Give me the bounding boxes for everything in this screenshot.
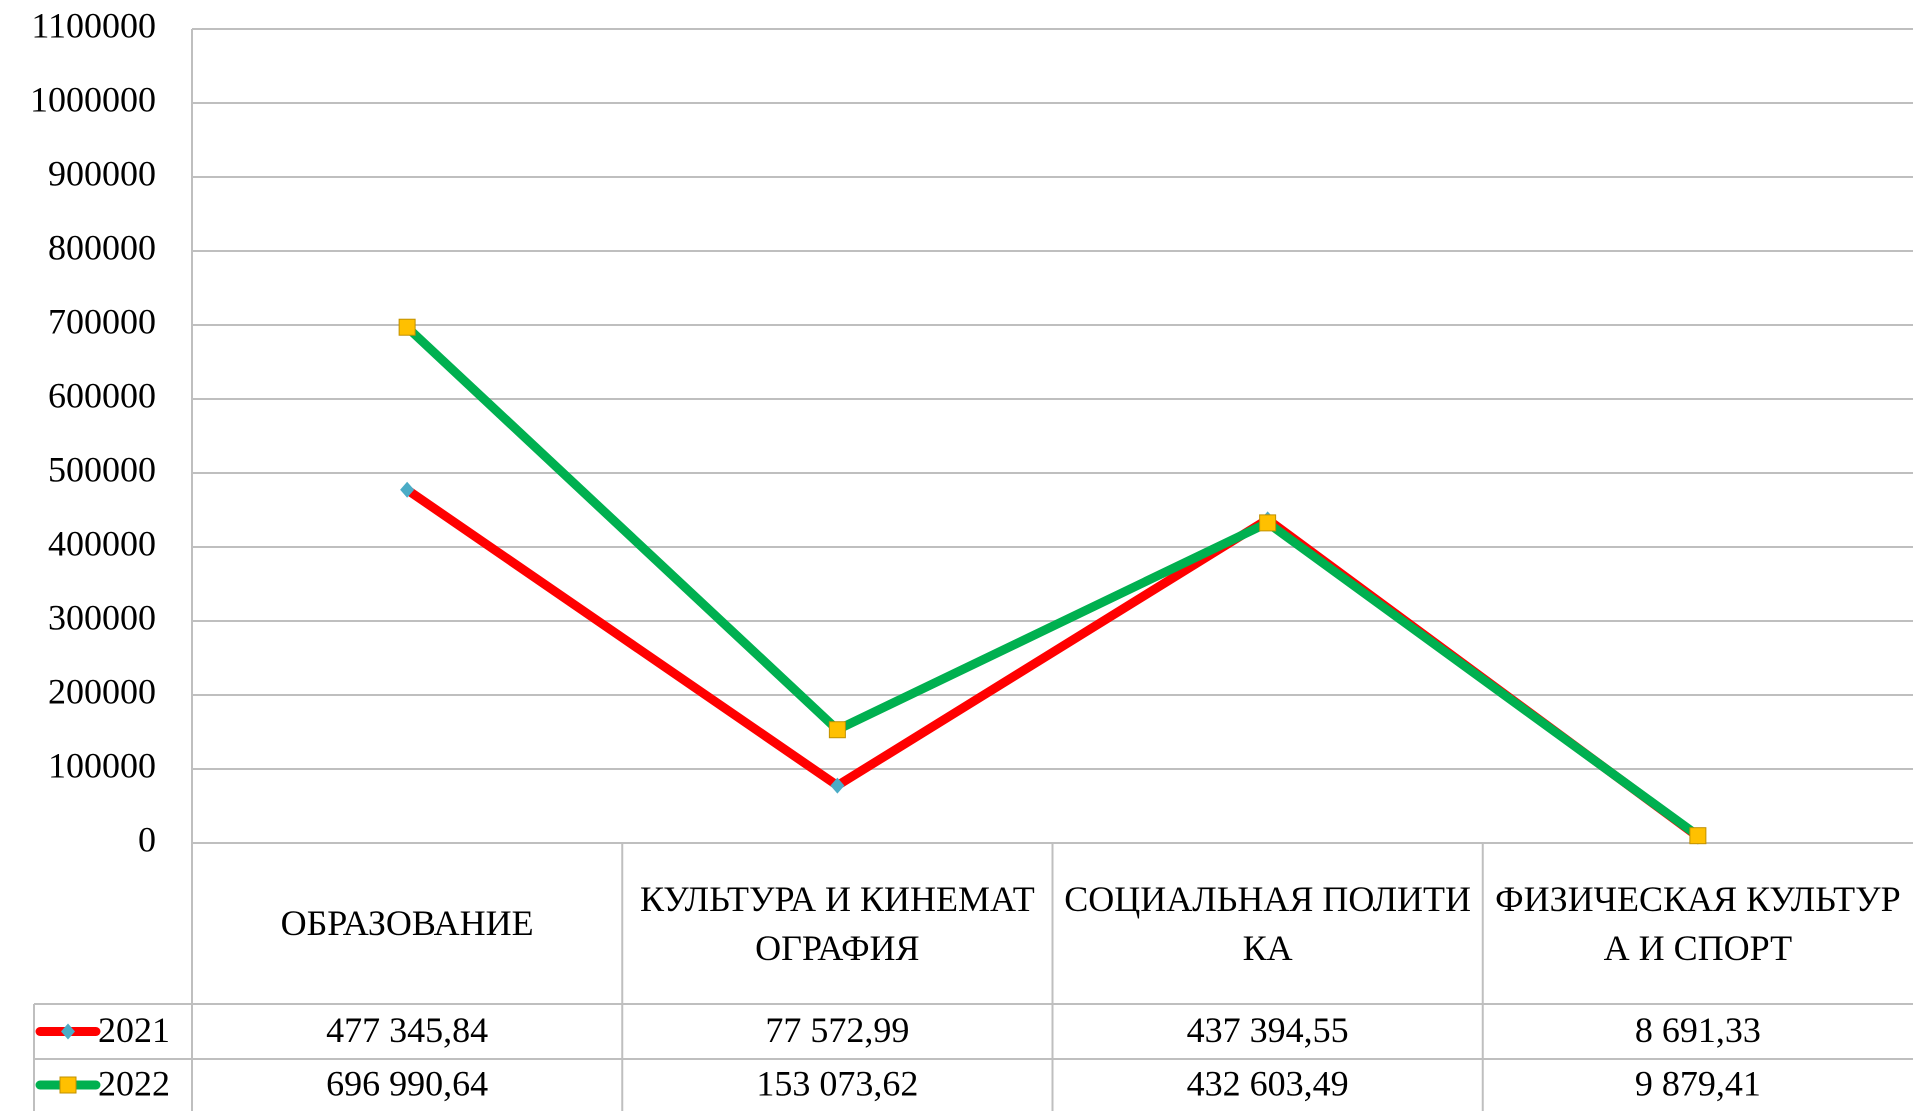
point: [828, 721, 846, 739]
series-line: [404, 323, 1701, 840]
point: [830, 777, 845, 794]
series-line: [404, 486, 1701, 841]
table-value: 432 603,49: [1187, 1063, 1349, 1103]
y-tick-label: 200000: [48, 671, 156, 711]
y-tick-label: 100000: [48, 745, 156, 785]
y-tick-label: 1000000: [30, 79, 156, 119]
point: [1259, 514, 1277, 532]
table-value: 77 572,99: [765, 1010, 909, 1050]
y-tick-label: 900000: [48, 153, 156, 193]
category-cell: КУЛЬТУРА И КИНЕМАТОГРАФИЯ: [639, 878, 1035, 968]
table-value: 477 345,84: [326, 1010, 488, 1050]
legend-label: 2021: [98, 1010, 170, 1050]
category-cell: СОЦИАЛЬНАЯ ПОЛИТИКА: [1064, 878, 1471, 968]
x-tick-label: ОБРАЗОВАНИЕ: [280, 903, 534, 943]
y-tick-label: 700000: [48, 301, 156, 341]
category-cell: ОБРАЗОВАНИЕ: [280, 903, 534, 943]
y-tick-label: 300000: [48, 597, 156, 637]
x-tick-label: ФИЗИЧЕСКАЯ КУЛЬТУРА И СПОРТ: [1495, 878, 1901, 968]
table-value: 8 691,33: [1635, 1010, 1761, 1050]
category-cell: ФИЗИЧЕСКАЯ КУЛЬТУРА И СПОРТ: [1495, 878, 1901, 968]
point: [400, 481, 415, 498]
point: [398, 318, 416, 336]
table-value: 437 394,55: [1187, 1010, 1349, 1050]
y-tick-label: 800000: [48, 227, 156, 267]
y-tick-label: 0: [138, 819, 156, 859]
y-tick-label: 600000: [48, 375, 156, 415]
table-value: 153 073,62: [756, 1063, 918, 1103]
y-tick-label: 500000: [48, 449, 156, 489]
x-tick-label: КУЛЬТУРА И КИНЕМАТОГРАФИЯ: [639, 878, 1035, 968]
legend-marker: [61, 1023, 75, 1040]
y-tick-label: 400000: [48, 523, 156, 563]
y-tick-label: 1100000: [31, 5, 156, 45]
point: [1689, 827, 1707, 845]
legend-marker: [59, 1076, 77, 1094]
table-value: 9 879,41: [1635, 1063, 1761, 1103]
x-tick-label: СОЦИАЛЬНАЯ ПОЛИТИКА: [1064, 878, 1471, 968]
table-value: 696 990,64: [326, 1063, 488, 1103]
legend-label: 2022: [98, 1063, 170, 1103]
